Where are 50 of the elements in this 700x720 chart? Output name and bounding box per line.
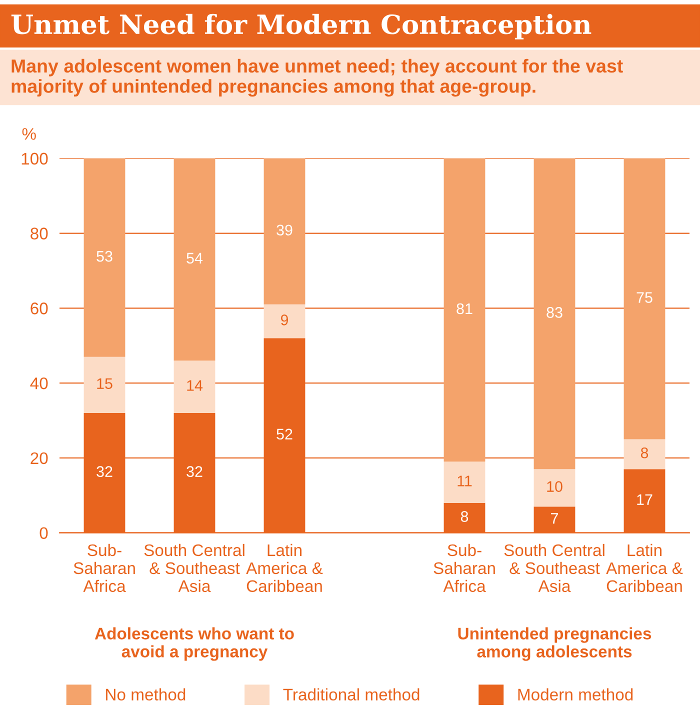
y-tick-label: 20 — [30, 452, 48, 464]
bar — [84, 158, 126, 357]
data-label: 14 — [187, 380, 203, 391]
bar — [534, 469, 576, 507]
bar — [624, 158, 666, 440]
data-label: 15 — [97, 378, 112, 390]
bar — [444, 158, 486, 462]
text: Adolescents who want to avoid a pregnancy — [94, 627, 294, 661]
data-label: 83 — [546, 307, 562, 318]
bar — [264, 304, 306, 338]
x-tick-label: South Central & Southeast Asia — [144, 544, 244, 592]
y-tick-label: 100 — [22, 152, 48, 165]
y-tick-label: 60 — [30, 302, 48, 314]
bar — [174, 158, 216, 361]
data-label: 32 — [186, 466, 202, 477]
chart-title: Unmet Need for Modern Contraception — [11, 14, 592, 40]
legend-label: Modern method — [518, 688, 633, 700]
data-label: 53 — [96, 250, 112, 262]
y-tick-label: 40 — [30, 377, 48, 390]
legend-label: Traditional method — [283, 688, 420, 700]
data-label: 10 — [547, 481, 562, 492]
x-tick-label: Latin America & Caribbean — [606, 544, 683, 592]
data-label: 7 — [551, 513, 558, 524]
y-tick-label: 0 — [40, 527, 48, 540]
data-label: 9 — [280, 314, 288, 326]
y-axis-title: % — [22, 128, 36, 140]
x-tick-label: Sub- Saharan Africa — [74, 544, 135, 592]
data-label: 75 — [636, 292, 652, 303]
x-tick-label: Latin America & Caribbean — [246, 544, 323, 592]
bar — [264, 158, 306, 304]
chart-subtitle: Many adolescent women have unmet need; they account for the vast majority of unintended pregnancies among that age-group. — [12, 58, 623, 97]
data-label: 8 — [460, 511, 468, 522]
bar — [444, 462, 486, 503]
data-label: 52 — [276, 428, 292, 440]
legend-label: No method — [106, 688, 186, 700]
data-label: 54 — [186, 252, 203, 264]
data-label: 8 — [640, 447, 648, 458]
x-tick-label: Sub- Saharan Africa — [434, 544, 495, 592]
bar — [534, 158, 576, 470]
data-label: 17 — [637, 494, 652, 505]
x-tick-label: South Central & Southeast Asia — [504, 544, 604, 592]
y-tick-label: 80 — [30, 228, 48, 240]
text: Unintended pregnancies among adolescents — [458, 627, 652, 661]
data-label: 81 — [456, 303, 472, 314]
data-label: 11 — [458, 476, 472, 486]
bar — [174, 360, 216, 413]
data-label: 32 — [96, 466, 112, 477]
bar — [84, 356, 126, 413]
bar — [624, 439, 666, 470]
data-label: 39 — [276, 224, 292, 236]
